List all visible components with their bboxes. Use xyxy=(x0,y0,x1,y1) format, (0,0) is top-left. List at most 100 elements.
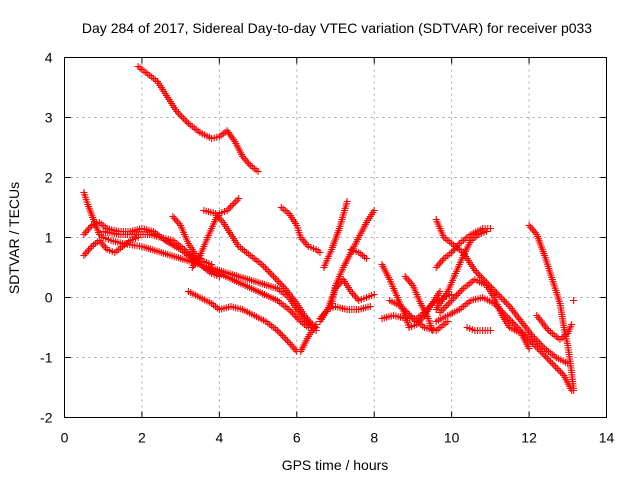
data-point-marker xyxy=(454,290,462,298)
data-point-marker xyxy=(531,334,539,342)
x-tick-label: 6 xyxy=(293,430,301,446)
data-point-marker xyxy=(504,301,512,309)
data-point-marker xyxy=(181,116,189,124)
data-point-marker xyxy=(533,344,541,352)
series-arc-low xyxy=(184,288,320,355)
series-arc-k xyxy=(347,246,370,262)
data-point-marker xyxy=(568,321,576,328)
y-tick-label: -2 xyxy=(40,410,53,426)
data-point-marker xyxy=(525,222,533,229)
series-arc-c xyxy=(99,228,223,280)
series-arc-b xyxy=(80,219,312,331)
data-point-marker xyxy=(260,262,268,270)
series-arc-s xyxy=(432,216,572,367)
data-point-marker xyxy=(304,324,312,331)
series-arc-j xyxy=(328,207,378,307)
data-point-marker xyxy=(266,269,274,277)
data-point-marker xyxy=(85,225,92,233)
x-tick-label: 0 xyxy=(61,430,69,446)
data-point-marker xyxy=(451,293,459,301)
data-point-marker xyxy=(486,327,494,334)
data-point-marker xyxy=(449,295,457,303)
data-point-marker xyxy=(280,333,288,341)
data-point-marker xyxy=(173,108,181,115)
data-point-marker xyxy=(525,345,533,352)
series-arc-v xyxy=(463,324,494,334)
data-point-marker xyxy=(406,278,414,286)
data-point-marker xyxy=(406,311,414,319)
data-point-marker xyxy=(458,286,466,294)
data-point-marker xyxy=(172,216,180,224)
data-point-marker xyxy=(343,198,351,205)
data-point-marker xyxy=(432,264,440,271)
series-arc-d xyxy=(80,234,142,259)
data-point-marker xyxy=(230,200,238,208)
data-point-marker xyxy=(543,354,551,362)
y-tick-label: 4 xyxy=(45,50,53,66)
series-arc-u xyxy=(436,276,533,352)
data-point-marker xyxy=(100,242,108,250)
data-point-marker xyxy=(404,276,412,284)
data-point-marker xyxy=(273,276,281,284)
series-arc-r xyxy=(432,228,490,313)
series-arc-x xyxy=(533,312,576,343)
series-arc-upper xyxy=(134,63,262,175)
data-point-marker xyxy=(446,298,454,306)
data-point-marker xyxy=(80,231,88,238)
series-arc-l xyxy=(316,303,374,322)
data-point-marker xyxy=(439,305,447,313)
series-arc-h xyxy=(316,276,378,325)
data-point-marker xyxy=(225,205,233,213)
y-tick-label: 1 xyxy=(45,230,53,246)
x-tick-label: 8 xyxy=(370,430,378,446)
data-point-marker xyxy=(502,299,510,307)
data-point-marker xyxy=(235,195,243,202)
series-arc-m xyxy=(378,261,444,331)
x-tick-label: 2 xyxy=(138,430,146,446)
data-point-marker xyxy=(134,234,142,241)
data-point-marker xyxy=(397,303,405,310)
data-point-marker xyxy=(275,328,283,336)
data-point-marker xyxy=(494,291,502,298)
data-point-marker xyxy=(428,327,436,334)
data-point-marker xyxy=(473,268,480,276)
data-point-marker xyxy=(288,309,296,317)
data-point-marker xyxy=(81,229,89,237)
data-point-marker xyxy=(528,225,536,233)
data-point-marker xyxy=(441,303,449,311)
data-point-marker xyxy=(471,267,479,274)
x-tick-label: 4 xyxy=(215,430,223,446)
data-point-marker xyxy=(169,213,177,220)
data-point-marker xyxy=(570,387,578,394)
data-point-marker xyxy=(254,168,262,175)
data-point-marker xyxy=(292,312,300,320)
data-point-marker xyxy=(550,361,558,369)
data-point-marker xyxy=(170,214,178,222)
data-point-marker xyxy=(176,111,184,119)
data-point-marker xyxy=(435,260,443,268)
data-point-marker xyxy=(538,349,546,357)
data-point-marker xyxy=(179,114,187,122)
data-point-marker xyxy=(183,118,191,126)
data-point-marker xyxy=(558,370,566,378)
data-point-marker xyxy=(285,306,293,313)
data-point-marker xyxy=(363,255,370,262)
y-tick-label: 2 xyxy=(45,170,53,186)
data-point-marker xyxy=(438,256,446,264)
data-point-marker xyxy=(436,288,444,295)
y-tick-label: -1 xyxy=(40,350,53,366)
x-tick-label: 10 xyxy=(444,430,460,446)
data-point-marker xyxy=(529,333,537,340)
data-point-marker xyxy=(301,239,309,247)
data-point-marker xyxy=(81,250,89,258)
series-arc-o xyxy=(386,297,452,334)
data-point-marker xyxy=(83,248,91,256)
y-tick-label: 0 xyxy=(45,290,53,306)
data-point-marker xyxy=(293,314,301,322)
data-point-marker xyxy=(497,294,505,302)
data-point-marker xyxy=(366,303,374,310)
data-point-marker xyxy=(278,281,286,289)
data-point-marker xyxy=(436,309,444,316)
y-tick-label: 3 xyxy=(45,110,53,126)
